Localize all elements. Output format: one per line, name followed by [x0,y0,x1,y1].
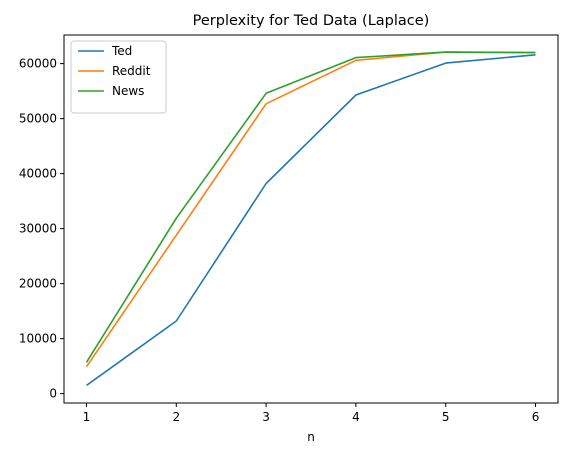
y-tick-label: 0 [49,387,57,401]
x-tick-label: 6 [532,410,540,424]
y-axis: 0 10000 20000 30000 40000 50000 60000 [19,57,64,401]
legend-label-reddit: Reddit [112,64,151,78]
series-line-news [85,51,536,363]
legend-box [70,40,167,114]
plot-area [63,34,559,404]
y-tick-label: 40000 [19,167,57,181]
y-tick-label: 50000 [19,112,57,126]
y-tick-label: 60000 [19,57,57,71]
chart-title: Perplexity for Ted Data (Laplace) [193,13,430,29]
series-line-ted [86,54,536,387]
x-axis-label: n [307,430,315,444]
legend-label-news: News [112,84,144,98]
x-tick-label: 2 [172,410,180,424]
x-axis: 1 2 3 4 5 6 [83,403,540,424]
x-tick-label: 4 [352,410,360,424]
x-tick-label: 1 [83,410,91,424]
legend: Ted Reddit News [70,40,167,114]
legend-label-ted: Ted [111,44,132,58]
series-lines [85,51,536,387]
y-tick-label: 20000 [19,277,57,291]
y-tick-label: 30000 [19,222,57,236]
x-tick-label: 3 [262,410,270,424]
y-tick-label: 10000 [19,332,57,346]
x-tick-label: 5 [442,410,450,424]
